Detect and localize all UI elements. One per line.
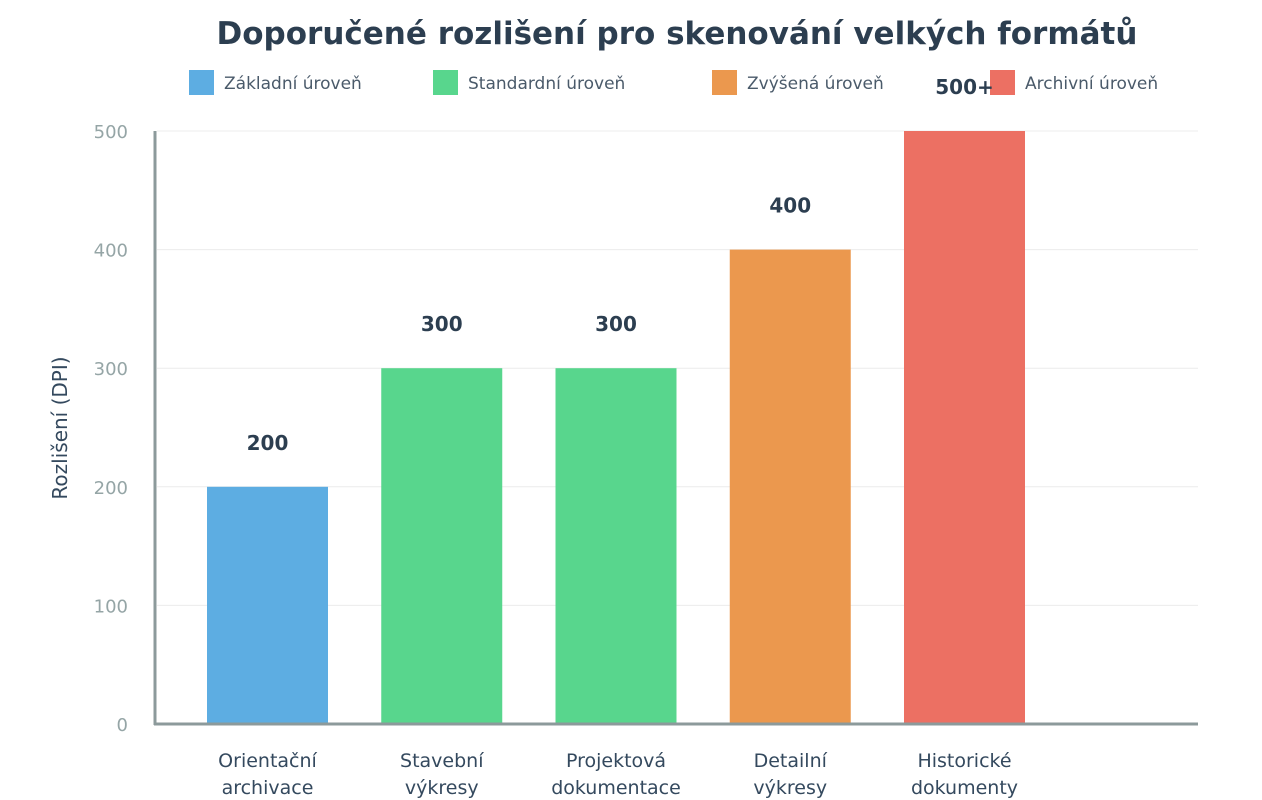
- legend-label: Základní úroveň: [224, 74, 362, 94]
- bar: [904, 131, 1025, 724]
- x-tick-label: Stavební: [400, 750, 484, 772]
- bar-value-label: 500+: [935, 75, 994, 99]
- legend-swatch: [990, 70, 1015, 95]
- bar: [555, 368, 677, 724]
- bar: [729, 249, 851, 724]
- x-tick-label: výkresy: [753, 777, 827, 799]
- legend: Základní úroveň Standardní úroveň Zvýšená …: [189, 70, 1158, 95]
- bar-value-label: 400: [769, 194, 811, 218]
- x-tick-label: dokumentace: [551, 777, 681, 799]
- x-tick-label: Detailní: [754, 750, 828, 772]
- bar: [381, 368, 503, 724]
- legend-label: Zvýšená úroveň: [747, 74, 884, 94]
- bar-value-label: 200: [247, 431, 289, 455]
- legend-swatch: [433, 70, 458, 95]
- y-tick-label: 300: [94, 359, 128, 380]
- chart-title: Doporučené rozlišení pro skenování velký…: [217, 16, 1138, 52]
- legend-swatch: [712, 70, 737, 95]
- y-tick-label: 400: [94, 241, 128, 262]
- y-tick-label: 100: [94, 596, 128, 617]
- bar-value-label: 300: [595, 312, 637, 336]
- x-tick-label: Historické: [917, 750, 1011, 772]
- x-tick-label: Orientační: [218, 750, 317, 772]
- bar-value-label: 300: [421, 312, 463, 336]
- x-axis-categories: Orientační archivace Stavební výkresy Projek…: [218, 750, 1018, 799]
- legend-swatch: [189, 70, 214, 95]
- legend-label: Archivní úroveň: [1025, 74, 1158, 94]
- bar: [207, 486, 328, 724]
- y-tick-label: 200: [94, 478, 128, 499]
- bars: 200 300 300 400 500+: [207, 75, 1025, 724]
- y-axis-ticks: 0 100 200 300 400 500: [94, 122, 128, 736]
- x-tick-label: Projektová: [566, 750, 666, 772]
- x-tick-label: výkresy: [405, 777, 479, 799]
- y-tick-label: 500: [94, 122, 128, 143]
- x-tick-label: dokumenty: [911, 777, 1018, 799]
- x-tick-label: archivace: [222, 777, 314, 799]
- legend-label: Standardní úroveň: [468, 74, 625, 94]
- y-tick-label: 0: [117, 715, 128, 736]
- y-axis-label: Rozlišení (DPI): [48, 356, 72, 499]
